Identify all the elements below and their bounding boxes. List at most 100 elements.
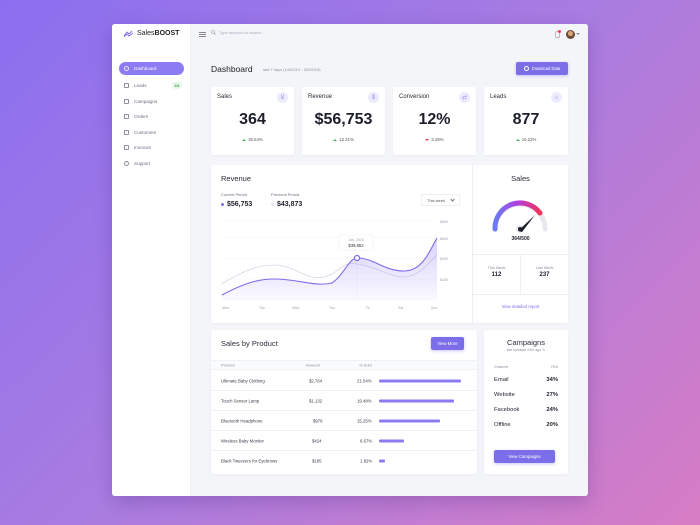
view-detailed-report-link[interactable]: View detailed report xyxy=(501,304,540,309)
sidebar-item-customers[interactable]: Customers xyxy=(119,125,184,141)
sidebar-item-label: Support xyxy=(134,160,151,166)
product-percent: 19.48% xyxy=(357,398,372,403)
arrow-up-icon xyxy=(242,138,247,141)
logo[interactable]: SalesBOOST xyxy=(124,30,179,37)
search-placeholder: Type keyword to search... xyxy=(219,30,265,35)
table-row[interactable]: Touch Sensor Lamp $1,132 19.48% xyxy=(211,391,477,411)
sidebar-item-invoices[interactable]: Invoices xyxy=(119,140,184,156)
sales-gauge xyxy=(492,200,548,233)
tooltip-date: Jan, 2016 xyxy=(348,238,364,242)
kpi-card-revenue: Revenue $ $56,753 12.31% xyxy=(302,87,385,155)
view-campaigns-button[interactable]: View Campaigns xyxy=(494,450,555,463)
dashboard-icon xyxy=(124,66,129,71)
channel-name: Email xyxy=(494,377,509,383)
dollar-icon: $ xyxy=(368,92,379,103)
kpi-title: Conversion xyxy=(399,94,430,100)
sidebar-item-orders[interactable]: Orders xyxy=(119,109,184,125)
leads-icon xyxy=(124,83,129,89)
percent-bar xyxy=(379,399,454,402)
kpi-value: $56,753 xyxy=(314,111,373,128)
chevron-down-icon[interactable] xyxy=(576,33,580,35)
notification-bell-icon[interactable] xyxy=(555,30,561,38)
arrow-down-icon xyxy=(425,138,430,141)
book-icon: ⌂ xyxy=(551,92,562,103)
hamburger-menu-icon[interactable] xyxy=(199,32,206,37)
tooltip-value: $39,652 xyxy=(348,243,364,248)
kpi-card-conversion: Conversion ⇄ 12% 3.28% xyxy=(393,87,476,155)
kpi-title: Leads xyxy=(490,94,507,100)
col-channel: Channel xyxy=(494,365,509,369)
previous-legend-dot xyxy=(271,203,274,206)
revenue-chart: $80K $60K $40K $20K Jan, 2016 $39,652 Mo… xyxy=(221,220,449,310)
top-bar: Type keyword to search... xyxy=(191,24,588,46)
sidebar-item-campaigns[interactable]: Campaigns xyxy=(119,94,184,110)
product-amount: $1,132 xyxy=(309,398,323,403)
previous-value: $43,873 xyxy=(277,201,303,208)
highlight-point[interactable] xyxy=(353,254,361,262)
sidebar-item-leads[interactable]: Leads 24 xyxy=(119,78,184,94)
x-tick: Tue xyxy=(259,306,265,310)
divider xyxy=(472,165,473,323)
sidebar-item-support[interactable]: Support xyxy=(119,156,184,172)
product-percent: 1.82% xyxy=(360,458,373,464)
table-row[interactable]: Black Tweezers for Eyebrows $185 1.82% xyxy=(211,451,477,471)
megaphone-icon xyxy=(124,98,129,104)
kpi-change-value: 12.31% xyxy=(339,137,354,142)
product-name: Black Tweezers for Eyebrows xyxy=(221,458,278,464)
sidebar-item-label: Customers xyxy=(134,129,157,135)
product-percent: 6.67% xyxy=(360,438,373,443)
page-title: Dashboard xyxy=(211,64,253,74)
product-name: Ultimate Baby Clothing xyxy=(221,378,265,383)
range-select[interactable]: This week xyxy=(421,194,460,206)
campaign-row: Email 34% xyxy=(494,377,558,383)
campaigns-card: Campaigns last updated 23m ago ↻ Channel… xyxy=(484,330,568,474)
last-week-label: Last Week xyxy=(535,266,554,270)
arrow-up-icon xyxy=(515,138,520,141)
kpi-title: Revenue xyxy=(308,94,333,100)
product-name: Wireless Baby Monitor xyxy=(221,438,264,443)
y-tick: $80K xyxy=(440,220,449,224)
channel-roi: 27% xyxy=(546,392,558,398)
table-row[interactable]: Bluetooth Headphone $976 15.25% xyxy=(211,411,477,431)
kpi-change: 12.31% xyxy=(302,137,385,142)
table-row[interactable]: Wireless Baby Monitor $424 6.67% xyxy=(211,431,477,451)
kpi-value: 12% xyxy=(418,111,451,128)
current-period-value: $56,753 xyxy=(221,201,252,208)
x-tick: Sat xyxy=(398,306,403,310)
kpi-change-value: 30.64% xyxy=(248,137,263,142)
previous-period-value: $43,873 xyxy=(271,201,302,208)
y-tick: $60K xyxy=(440,237,449,241)
exchange-icon: ⇄ xyxy=(459,92,470,103)
channel-roi: 34% xyxy=(546,377,558,383)
updated-text: last updated 23m ago xyxy=(506,348,542,352)
logo-text: Sales xyxy=(137,30,155,37)
product-amount: $185 xyxy=(312,458,322,464)
channel-roi: 20% xyxy=(546,422,558,428)
sidebar-item-dashboard[interactable]: Dashboard xyxy=(119,62,184,75)
search-input[interactable]: Type keyword to search... xyxy=(211,30,265,35)
current-period-line xyxy=(221,237,438,296)
percent-bar xyxy=(379,379,461,382)
avatar[interactable] xyxy=(566,30,575,39)
sidebar-item-label: Invoices xyxy=(134,145,151,151)
table-header: Product Amount % Sold xyxy=(211,360,477,370)
logo-icon xyxy=(124,30,133,37)
product-percent: 15.25% xyxy=(357,418,372,423)
download-label: Download Data xyxy=(531,66,561,71)
percent-bar xyxy=(379,459,385,463)
download-icon xyxy=(523,66,529,71)
view-more-button[interactable]: View More xyxy=(431,337,464,350)
x-tick: Thu xyxy=(329,306,335,310)
chart-tooltip: Jan, 2016 $39,652 xyxy=(338,234,374,251)
percent-bar xyxy=(379,419,440,422)
table-row[interactable]: Ultimate Baby Clothing $2,764 21.54% xyxy=(211,371,477,391)
sidebar: SalesBOOST Dashboard Leads 24 Campaigns … xyxy=(112,24,191,496)
this-week-label: This Week xyxy=(487,266,506,270)
refresh-icon[interactable]: ↻ xyxy=(542,348,546,352)
last-week-value: 237 xyxy=(539,272,550,278)
current-period-area xyxy=(222,238,437,300)
download-data-button[interactable]: Download Data xyxy=(516,62,568,75)
y-tick: $40K xyxy=(440,257,449,261)
channel-name: Offline xyxy=(494,422,511,428)
divider xyxy=(473,294,568,295)
